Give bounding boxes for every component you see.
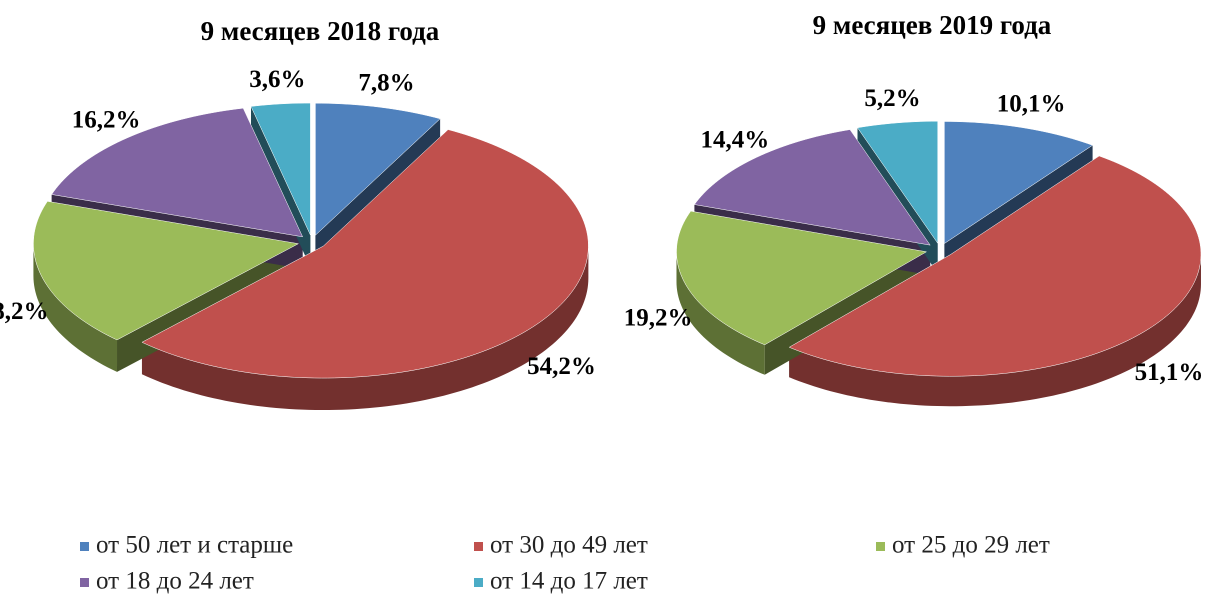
data-label: 18,2%	[0, 298, 49, 325]
slice	[693, 129, 931, 246]
slice	[788, 155, 1202, 377]
slice-wall	[33, 243, 118, 372]
data-label: 14,4%	[700, 127, 769, 154]
data-label: 3,6%	[249, 66, 305, 93]
slice	[857, 121, 938, 245]
slice	[33, 201, 300, 341]
legend-label: от 30 до 49 лет	[490, 532, 648, 559]
data-label: 19,2%	[624, 304, 693, 331]
slice	[250, 102, 311, 236]
data-label: 54,2%	[527, 353, 596, 380]
data-label: 5,2%	[864, 85, 920, 112]
data-label: 7,8%	[358, 70, 414, 97]
slice	[944, 121, 1094, 244]
legend-marker	[80, 578, 89, 587]
legend-label: от 50 лет и старше	[96, 532, 293, 559]
legend-label: от 25 до 29 лет	[892, 532, 1050, 559]
data-label: 10,1%	[997, 90, 1066, 117]
slice	[141, 129, 589, 379]
slice	[315, 102, 441, 236]
legend-marker	[474, 542, 483, 551]
data-label: 16,2%	[72, 107, 141, 134]
data-label: 51,1%	[1135, 359, 1204, 386]
slice-wall	[789, 254, 1201, 407]
slice-wall	[676, 251, 765, 375]
legend-marker	[80, 542, 89, 551]
legend-marker	[474, 578, 483, 587]
legend-label: от 18 до 24 лет	[96, 568, 254, 595]
pie	[33, 102, 589, 411]
legend-label: от 14 до 17 лет	[490, 568, 648, 595]
slice-wall	[141, 246, 589, 411]
chart-title: 9 месяцев 2018 года	[201, 16, 440, 46]
slice	[676, 210, 928, 346]
slice	[51, 107, 304, 238]
pie	[676, 121, 1202, 407]
legend-marker	[876, 542, 885, 551]
chart-title: 9 месяцев 2019 года	[813, 10, 1052, 40]
